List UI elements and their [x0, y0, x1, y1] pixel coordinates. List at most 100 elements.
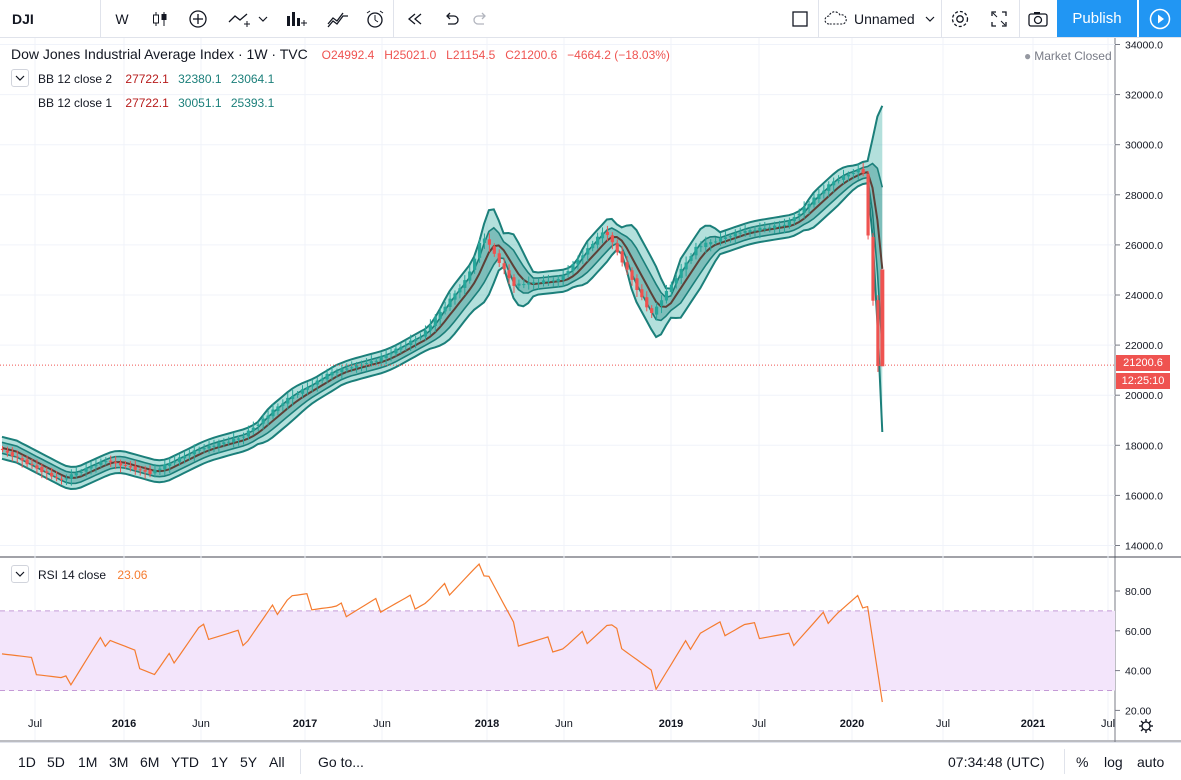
range-button-1y[interactable]: 1Y	[211, 753, 229, 770]
symbol-search[interactable]: DJI	[12, 10, 34, 27]
indicators-icon[interactable]	[222, 0, 274, 37]
templates-icon[interactable]	[279, 0, 315, 37]
add-compare-icon[interactable]	[180, 0, 216, 37]
chart-area[interactable]: 34000.0 32000.0 30000.0 28000.0 26000.0 24000…	[0, 38, 1181, 742]
candle-body	[605, 231, 610, 235]
candle-body	[163, 464, 167, 470]
candle-body	[148, 470, 152, 475]
gear-icon-tooth	[1148, 720, 1152, 724]
candle-body	[177, 457, 182, 462]
auto-toggle[interactable]: auto	[1137, 753, 1165, 770]
range-button-6m[interactable]: 6M	[140, 753, 160, 770]
candle-body	[207, 446, 211, 449]
bb2-name: BB 12 close 2	[38, 72, 113, 86]
candle-body	[807, 203, 811, 208]
gear-icon-ring	[1141, 721, 1151, 731]
bb1-upper: 30051.1	[178, 96, 222, 110]
candle-body	[463, 280, 467, 288]
alert-icon[interactable]	[320, 0, 356, 37]
candle-body	[30, 463, 34, 465]
bb-basis-line	[1, 170, 884, 479]
ohlc-low: L21154.5	[446, 48, 496, 62]
candle-body	[861, 168, 865, 174]
rewind-icon[interactable]	[399, 0, 431, 37]
candle-body	[109, 460, 113, 462]
snapshot-icon[interactable]	[1022, 0, 1054, 37]
goto-button[interactable]: Go to...	[318, 753, 364, 770]
percent-toggle[interactable]: %	[1076, 753, 1089, 770]
candle-body	[477, 242, 482, 258]
candle-body	[448, 298, 452, 307]
settings-icon[interactable]	[944, 0, 976, 37]
layout-icon[interactable]	[786, 0, 814, 37]
range-button-1m[interactable]: 1M	[78, 753, 98, 770]
candle-body	[123, 464, 128, 466]
range-button-all[interactable]: All	[269, 753, 285, 770]
candle-body	[768, 227, 772, 229]
candle-body	[551, 280, 555, 282]
candle-body	[359, 364, 364, 366]
range-button-ytd[interactable]: YTD	[171, 753, 199, 770]
candle-body	[25, 459, 29, 465]
candle-body	[679, 268, 683, 278]
bb2-lower: 23064.1	[230, 72, 275, 86]
candle-body	[291, 395, 295, 399]
time-tick-label: Jul	[1101, 718, 1115, 730]
rsi-value: 23.06	[117, 568, 148, 582]
candle-body	[281, 403, 285, 406]
bb2-legend[interactable]: BB 12 close 2 27722.1 32380.1 23064.1	[38, 72, 280, 86]
candle-body	[5, 450, 10, 453]
candle-body	[271, 409, 275, 417]
redo-icon[interactable]	[466, 0, 496, 37]
candle-body	[836, 180, 841, 182]
candle-body	[541, 280, 546, 284]
candle-body	[782, 224, 787, 227]
time-tick-label: 2018	[475, 718, 499, 730]
candle-body	[650, 308, 654, 314]
candle-body	[487, 239, 491, 245]
candle-body	[763, 228, 767, 230]
fullscreen-icon[interactable]	[983, 0, 1015, 37]
log-toggle[interactable]: log	[1104, 753, 1123, 770]
bb1-lower: 25393.1	[230, 96, 275, 110]
range-button-1d[interactable]: 1D	[18, 753, 36, 770]
publish-button[interactable]: Publish	[1057, 0, 1137, 37]
undo-icon[interactable]	[436, 0, 466, 37]
clock-display[interactable]: 07:34:48 (UTC)	[948, 753, 1045, 770]
candle-body	[227, 441, 231, 443]
candle-body	[153, 469, 157, 474]
layout-name-dropdown[interactable]: Unnamed	[822, 0, 940, 37]
interval-button[interactable]: W	[115, 10, 129, 27]
candle-body	[709, 242, 713, 245]
range-button-5y[interactable]: 5Y	[240, 753, 258, 770]
replay-icon[interactable]	[360, 0, 390, 37]
publish-play-icon[interactable]	[1139, 0, 1181, 37]
candle-body	[871, 237, 875, 301]
range-button-3m[interactable]: 3M	[109, 753, 129, 770]
candle-body	[418, 337, 423, 339]
range-button-5d[interactable]: 5D	[47, 753, 65, 770]
bb2-basis: 27722.1	[125, 72, 169, 86]
collapse-legend-button[interactable]	[11, 69, 29, 87]
candle-body	[20, 458, 24, 461]
candle-body	[591, 243, 595, 249]
candle-body	[468, 271, 472, 281]
candle-body	[738, 232, 742, 234]
candle-body	[532, 282, 536, 284]
time-tick-label: 2021	[1021, 718, 1045, 730]
candle-body	[389, 353, 393, 355]
bb1-legend[interactable]: BB 12 close 1 27722.1 30051.1 25393.1	[38, 96, 280, 110]
candles-icon[interactable]	[143, 0, 177, 37]
candle-body	[581, 255, 585, 259]
candle-body	[566, 271, 570, 275]
candle-body	[674, 278, 678, 284]
candle-body	[645, 297, 649, 308]
candle-body	[586, 248, 590, 255]
rsi-line	[1, 563, 883, 703]
candle-body	[453, 293, 457, 300]
bb2-lower-line	[1, 181, 884, 491]
rsi-tick-label: 20.00	[1125, 705, 1151, 717]
candle-body	[246, 430, 251, 437]
rsi-legend[interactable]: RSI 14 close 23.06	[38, 568, 153, 582]
collapse-rsi-legend-button[interactable]	[11, 565, 29, 583]
